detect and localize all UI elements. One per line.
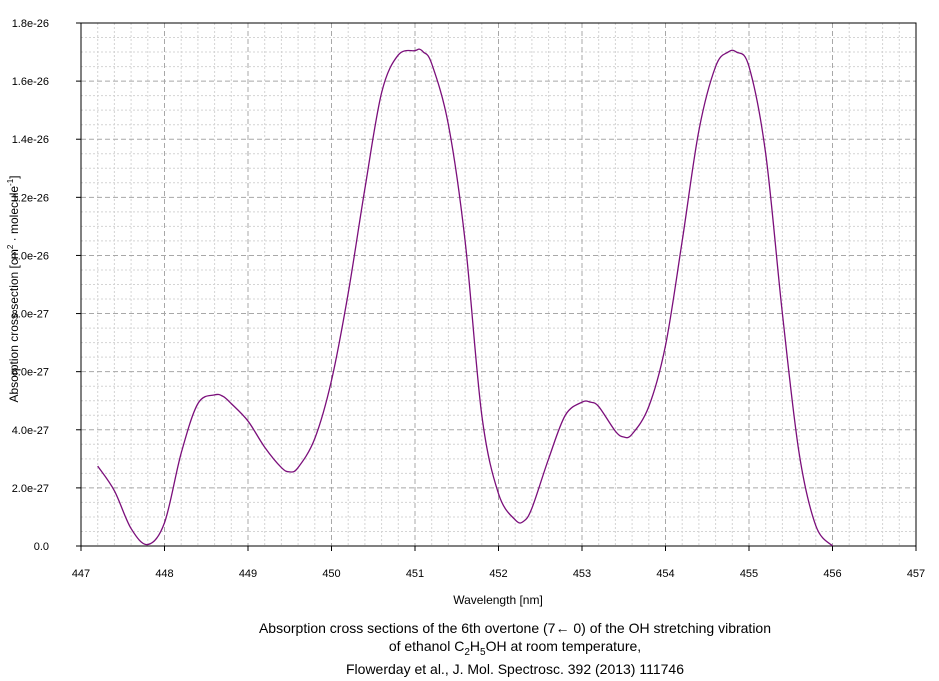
y-tick-label: 1.8e-26 (12, 18, 49, 30)
major-grid (81, 23, 916, 546)
y-axis: 0.0 2.0e-27 4.0e-27 6.0e-27 8.0e-27 1.0e-26 1.… (12, 18, 81, 553)
caption-line-3: Flowerday et al., J. Mol. Spectrosc. 392… (346, 661, 684, 677)
y-tick-label: 0.0 (34, 541, 49, 553)
caption-line-2: of ethanol C2H5OH at room temperature, (388, 638, 642, 658)
x-tick-label: 449 (239, 568, 257, 580)
x-tick-label: 453 (573, 568, 591, 580)
y-tick-label: 1.4e-26 (12, 134, 49, 146)
x-tick-label: 451 (406, 568, 424, 580)
x-axis: 447 448 449 450 451 452 453 454 455 456 457 (72, 546, 925, 580)
y-tick-label: 1.6e-26 (12, 76, 49, 88)
y-axis-title: Absorption cross section [cm2 · molecule… (6, 175, 21, 402)
absorption-series-line (97, 48, 834, 547)
x-tick-label: 448 (155, 568, 173, 580)
x-tick-label: 457 (907, 568, 925, 580)
x-axis-title: Wavelength [nm] (453, 593, 543, 607)
x-tick-label: 452 (489, 568, 507, 580)
x-tick-label: 455 (740, 568, 758, 580)
y-tick-label: 1.2e-26 (12, 192, 49, 204)
x-tick-label: 447 (72, 568, 90, 580)
y-tick-label: 2.0e-27 (12, 483, 49, 495)
y-tick-label: 8.0e-27 (12, 309, 49, 321)
x-tick-label: 456 (823, 568, 841, 580)
caption-line-1: Absorption cross sections of the 6th ove… (258, 620, 772, 636)
y-tick-label: 6.0e-27 (12, 367, 49, 379)
y-tick-label: 1.0e-26 (12, 250, 49, 262)
y-tick-label: 4.0e-27 (12, 425, 49, 437)
x-tick-label: 454 (656, 568, 674, 580)
x-tick-label: 450 (322, 568, 340, 580)
